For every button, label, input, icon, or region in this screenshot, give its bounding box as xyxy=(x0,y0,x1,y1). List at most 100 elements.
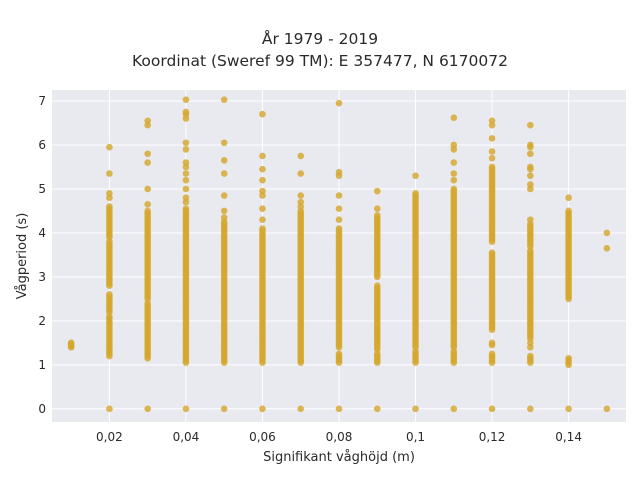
data-point xyxy=(488,350,496,358)
chart-subtitle: Koordinat (Sweref 99 TM): E 357477, N 61… xyxy=(132,52,508,70)
data-point xyxy=(527,216,534,224)
y-tick-label: 2 xyxy=(38,314,46,328)
data-point xyxy=(527,163,534,171)
data-point xyxy=(527,150,534,158)
data-point xyxy=(450,159,458,166)
x-tick-label: 0,1 xyxy=(406,430,425,444)
data-point xyxy=(106,203,113,210)
data-point xyxy=(144,159,151,166)
data-point xyxy=(220,170,228,177)
data-point xyxy=(335,216,343,224)
chart-title: År 1979 - 2019 xyxy=(261,30,379,48)
data-point xyxy=(182,205,190,213)
data-point xyxy=(220,157,228,164)
data-point xyxy=(106,143,113,151)
data-point xyxy=(565,354,572,362)
data-point xyxy=(565,194,572,202)
x-tick-label: 0,12 xyxy=(479,430,506,444)
data-point xyxy=(603,405,611,413)
data-point xyxy=(488,135,496,142)
y-tick-label: 1 xyxy=(38,358,46,372)
data-point xyxy=(450,141,458,149)
data-point xyxy=(144,150,151,158)
data-point xyxy=(220,405,228,413)
data-points xyxy=(67,96,611,413)
data-point xyxy=(488,249,496,257)
data-point xyxy=(412,190,419,197)
x-tick-label: 0,02 xyxy=(96,430,123,444)
data-point xyxy=(335,225,343,232)
data-point xyxy=(527,172,534,180)
data-point xyxy=(67,340,75,348)
data-point xyxy=(335,350,343,358)
data-point xyxy=(144,207,151,215)
data-point xyxy=(220,192,228,199)
data-point xyxy=(182,194,190,202)
data-point xyxy=(106,291,113,298)
data-point xyxy=(335,205,343,213)
data-point xyxy=(220,139,228,147)
y-tick-label: 6 xyxy=(38,138,46,152)
data-point xyxy=(297,405,305,413)
data-point xyxy=(335,192,343,199)
y-tick-label: 4 xyxy=(38,226,46,240)
data-point xyxy=(373,282,381,289)
data-point xyxy=(565,207,572,215)
data-point xyxy=(259,225,266,232)
data-point xyxy=(450,405,458,413)
y-tick-label: 7 xyxy=(38,94,46,108)
data-point xyxy=(527,181,534,188)
data-point xyxy=(182,96,190,103)
data-point xyxy=(373,405,381,413)
data-point xyxy=(488,163,496,171)
data-point xyxy=(412,172,419,180)
data-point xyxy=(335,405,343,413)
x-tick-label: 0,14 xyxy=(555,430,582,444)
data-point xyxy=(259,110,266,118)
x-axis-title: Signifikant våghöjd (m) xyxy=(263,450,415,465)
data-point xyxy=(297,192,305,199)
y-tick-label: 5 xyxy=(38,182,46,196)
data-point xyxy=(488,117,496,125)
data-point xyxy=(259,405,266,413)
data-point xyxy=(182,159,190,166)
x-axis-ticks: 0,02 0,04 0,06 0,08 0,1 0,12 0,14 xyxy=(96,430,582,444)
x-tick-label: 0,06 xyxy=(249,430,276,444)
data-point xyxy=(335,168,343,176)
y-axis-ticks: 0 1 2 3 4 5 6 7 xyxy=(38,94,46,416)
data-point xyxy=(450,185,458,193)
data-point xyxy=(144,185,151,193)
data-point xyxy=(259,165,266,173)
data-point xyxy=(297,170,305,177)
data-point xyxy=(527,352,534,360)
data-point xyxy=(603,245,611,252)
x-tick-label: 0,08 xyxy=(326,430,353,444)
chart-title-block: År 1979 - 2019 Koordinat (Sweref 99 TM):… xyxy=(0,28,640,72)
data-point xyxy=(182,405,190,413)
data-point xyxy=(527,141,534,149)
data-point xyxy=(450,114,458,122)
data-point xyxy=(182,176,190,184)
data-point xyxy=(220,207,228,215)
data-point xyxy=(488,154,496,162)
data-point xyxy=(412,405,419,413)
data-point xyxy=(259,216,266,224)
data-point xyxy=(527,405,534,413)
data-point xyxy=(488,339,496,347)
data-point xyxy=(450,176,458,184)
data-point xyxy=(488,148,496,155)
data-point xyxy=(527,339,534,347)
data-point xyxy=(297,152,305,160)
y-tick-label: 0 xyxy=(38,402,46,416)
data-point xyxy=(106,405,113,413)
data-point xyxy=(106,170,113,177)
data-point xyxy=(335,99,343,107)
y-axis-title: Vågperiod (s) xyxy=(15,213,30,300)
data-point xyxy=(144,405,151,413)
data-point xyxy=(144,201,151,208)
data-point xyxy=(259,152,266,160)
data-point xyxy=(603,229,611,237)
data-point xyxy=(182,146,190,153)
data-point xyxy=(259,205,266,213)
